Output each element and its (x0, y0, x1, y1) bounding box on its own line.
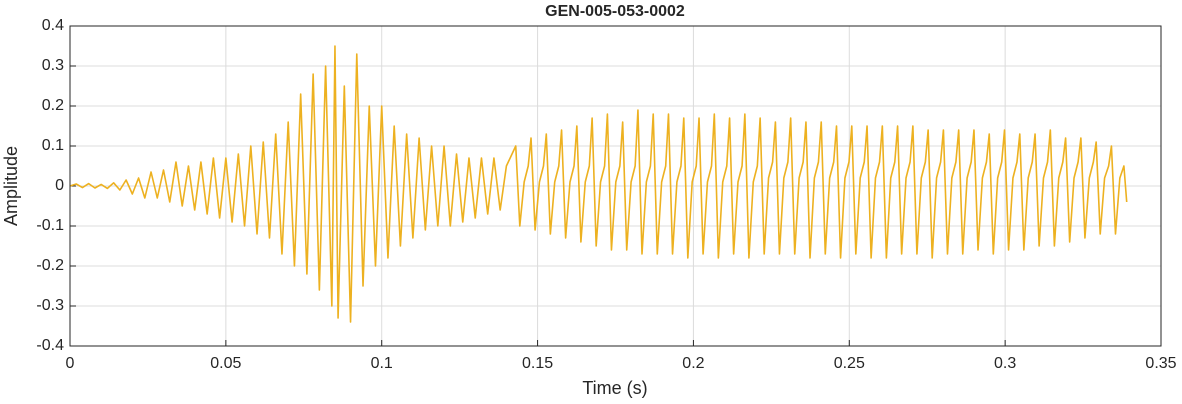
x-tick-label: 0.35 (1145, 355, 1176, 372)
y-axis-label: Amplitude (1, 146, 21, 226)
y-tick-label: 0.3 (42, 57, 64, 74)
y-tick-label: 0 (55, 177, 64, 194)
x-tick-label: 0.25 (834, 355, 865, 372)
waveform-line (69, 45, 1128, 323)
y-tick-label: -0.2 (36, 257, 64, 274)
y-tick-label: -0.1 (36, 217, 64, 234)
y-tick-label: -0.4 (36, 337, 64, 354)
y-tick-label: 0.4 (42, 17, 64, 34)
x-tick-label: 0.15 (522, 355, 553, 372)
y-tick-label: 0.2 (42, 97, 64, 114)
x-tick-label: 0 (66, 355, 75, 372)
chart-title: GEN-005-053-0002 (545, 3, 685, 20)
x-tick-label: 0.2 (682, 355, 704, 372)
x-axis-label: Time (s) (582, 378, 647, 398)
y-tick-label: 0.1 (42, 137, 64, 154)
x-tick-label: 0.05 (210, 355, 241, 372)
x-tick-label: 0.1 (371, 355, 393, 372)
plot-frame (69, 25, 1162, 347)
y-tick-label: -0.3 (36, 297, 64, 314)
x-tick-label: 0.3 (994, 355, 1016, 372)
